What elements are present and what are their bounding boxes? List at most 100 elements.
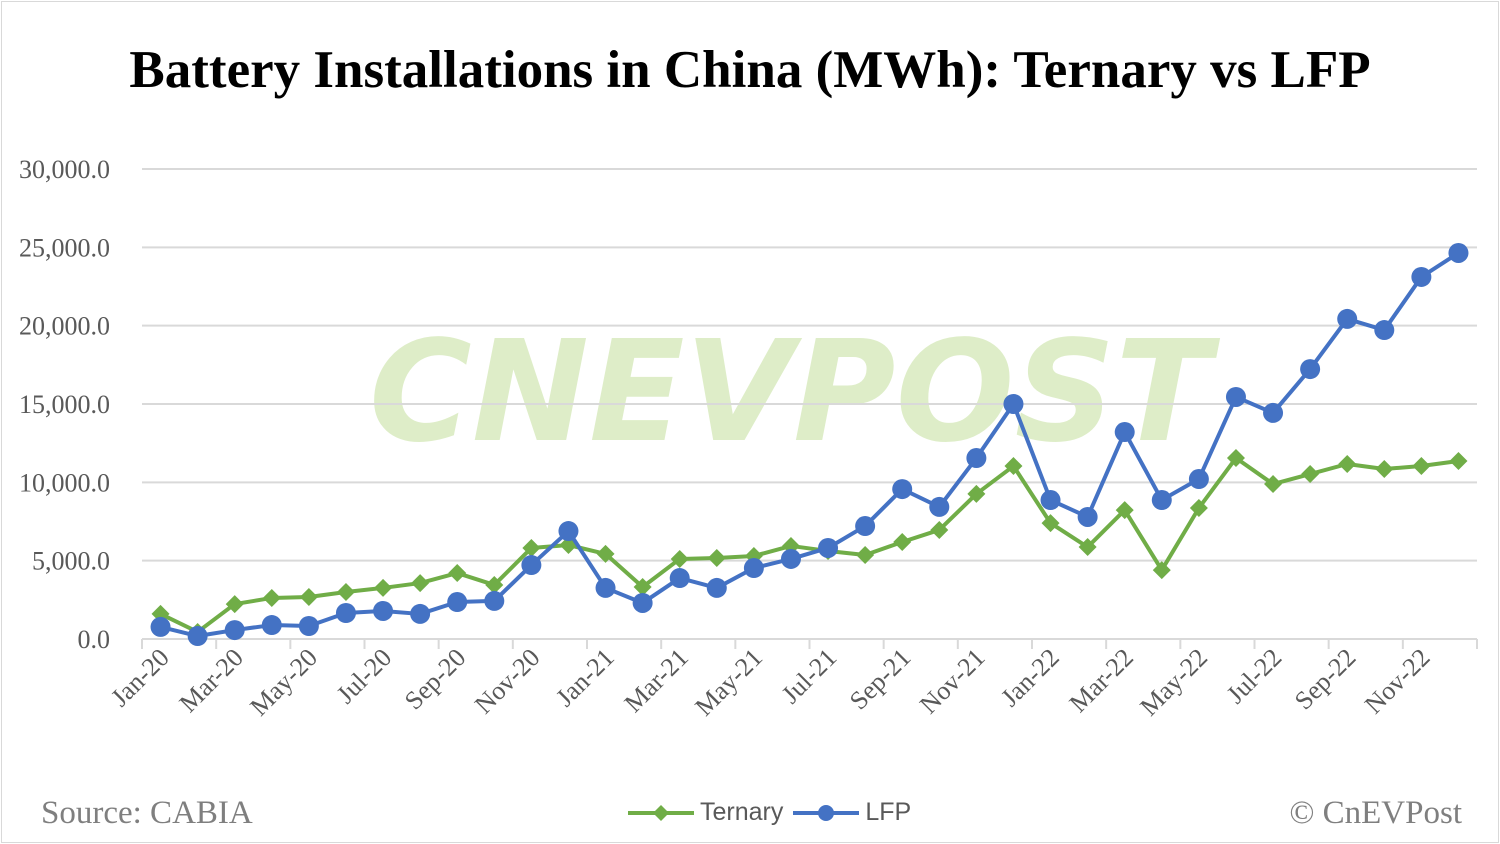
y-tick-label: 30,000.0 [19, 155, 110, 184]
data-point-lfp [1448, 242, 1469, 263]
data-point-lfp [1374, 320, 1395, 341]
data-point-ternary [1115, 501, 1134, 520]
x-tick-label: Jul-21 [776, 643, 842, 709]
x-tick-label: Nov-20 [469, 643, 546, 720]
copyright-note: © CnEVPost [1289, 795, 1462, 831]
data-point-ternary [930, 520, 949, 539]
data-point-ternary [670, 549, 689, 568]
source-note: Source: CABIA [41, 795, 253, 831]
data-point-ternary [1375, 460, 1394, 479]
data-point-ternary [485, 575, 504, 594]
x-tick-label: Jul-22 [1221, 643, 1287, 709]
x-tick-label: Mar-20 [174, 643, 249, 718]
data-point-ternary [1152, 561, 1171, 580]
data-point-ternary [707, 549, 726, 568]
data-point-lfp [855, 516, 876, 537]
data-point-lfp [484, 590, 505, 611]
series-line-ternary [159, 456, 1459, 634]
legend: Ternary LFP [628, 798, 921, 827]
legend-lfp-label: LFP [865, 798, 912, 826]
data-point-lfp [1263, 402, 1284, 423]
data-point-ternary [967, 484, 986, 503]
data-point-lfp [929, 496, 950, 517]
data-point-ternary [299, 588, 318, 607]
data-point-lfp [632, 592, 653, 613]
y-tick-label: 5,000.0 [32, 547, 110, 576]
legend-lfp-marker [793, 804, 860, 821]
x-tick-label: Sep-21 [844, 643, 917, 716]
data-point-ternary [262, 588, 281, 607]
data-point-lfp [373, 600, 394, 621]
data-point-ternary [336, 583, 355, 601]
data-point-lfp [780, 548, 801, 569]
data-point-lfp [892, 479, 913, 500]
watermark: CNEVPOST [369, 311, 1220, 474]
data-point-lfp [261, 615, 282, 636]
data-point-ternary [225, 595, 244, 614]
y-tick-label: 25,000.0 [19, 233, 110, 262]
data-point-ternary [522, 538, 541, 557]
data-point-lfp [187, 626, 208, 647]
x-tick-label: Jan-20 [105, 643, 175, 713]
data-point-ternary [1004, 457, 1023, 476]
data-point-lfp [1337, 308, 1358, 329]
data-point-ternary [893, 533, 912, 552]
data-point-lfp [521, 555, 542, 576]
x-tick-label: May-20 [244, 643, 323, 722]
data-point-ternary [1449, 452, 1468, 471]
data-point-lfp [669, 568, 690, 589]
data-point-ternary [856, 546, 875, 565]
x-tick-label: Nov-21 [914, 643, 991, 720]
data-point-lfp [558, 521, 579, 542]
data-point-lfp [1077, 506, 1098, 527]
data-point-lfp [706, 577, 727, 598]
y-tick-label: 0.0 [78, 625, 111, 654]
y-tick-label: 20,000.0 [19, 312, 110, 341]
x-tick-label: Mar-22 [1064, 643, 1139, 718]
data-point-ternary [1078, 538, 1097, 557]
data-point-ternary [411, 574, 430, 593]
data-point-lfp [1151, 490, 1172, 511]
chart-title: Battery Installations in China (MWh): Te… [129, 41, 1371, 99]
x-tick-label: Sep-22 [1289, 643, 1362, 716]
data-point-ternary [374, 578, 393, 597]
data-point-ternary [1041, 514, 1060, 533]
data-point-ternary [596, 544, 615, 563]
legend-ternary-label: Ternary [700, 798, 784, 826]
data-point-lfp [298, 615, 319, 636]
x-tick-label: Jan-21 [550, 643, 620, 713]
x-tick-label: Jul-20 [331, 643, 397, 709]
data-point-ternary [448, 564, 467, 583]
data-point-ternary [1338, 455, 1357, 474]
legend-ternary-marker [628, 804, 694, 821]
data-point-ternary [1264, 475, 1283, 494]
data-point-lfp [410, 603, 431, 624]
data-point-ternary [1189, 499, 1208, 518]
x-tick-label: Mar-21 [619, 643, 694, 718]
x-tick-label: May-22 [1134, 643, 1213, 722]
data-point-lfp [595, 577, 616, 598]
data-point-lfp [1003, 394, 1024, 414]
data-point-lfp [1300, 359, 1321, 380]
x-tick-label: May-21 [689, 643, 768, 722]
data-point-ternary [633, 577, 652, 596]
data-point-ternary [1226, 449, 1245, 468]
data-point-ternary [1301, 465, 1320, 484]
data-point-lfp [224, 620, 245, 641]
x-tick-label: Jan-22 [995, 643, 1065, 713]
data-point-lfp [335, 602, 356, 623]
data-point-lfp [743, 558, 764, 579]
y-tick-label: 15,000.0 [19, 390, 110, 419]
data-point-lfp [966, 448, 987, 469]
data-point-ternary [1412, 457, 1431, 476]
data-point-lfp [1188, 469, 1209, 490]
data-point-lfp [1040, 490, 1061, 511]
data-point-lfp [818, 537, 839, 558]
data-point-lfp [1411, 266, 1432, 287]
data-point-lfp [447, 592, 468, 613]
data-point-lfp [1225, 386, 1246, 407]
data-point-lfp [1114, 422, 1135, 443]
y-tick-label: 10,000.0 [19, 468, 110, 497]
